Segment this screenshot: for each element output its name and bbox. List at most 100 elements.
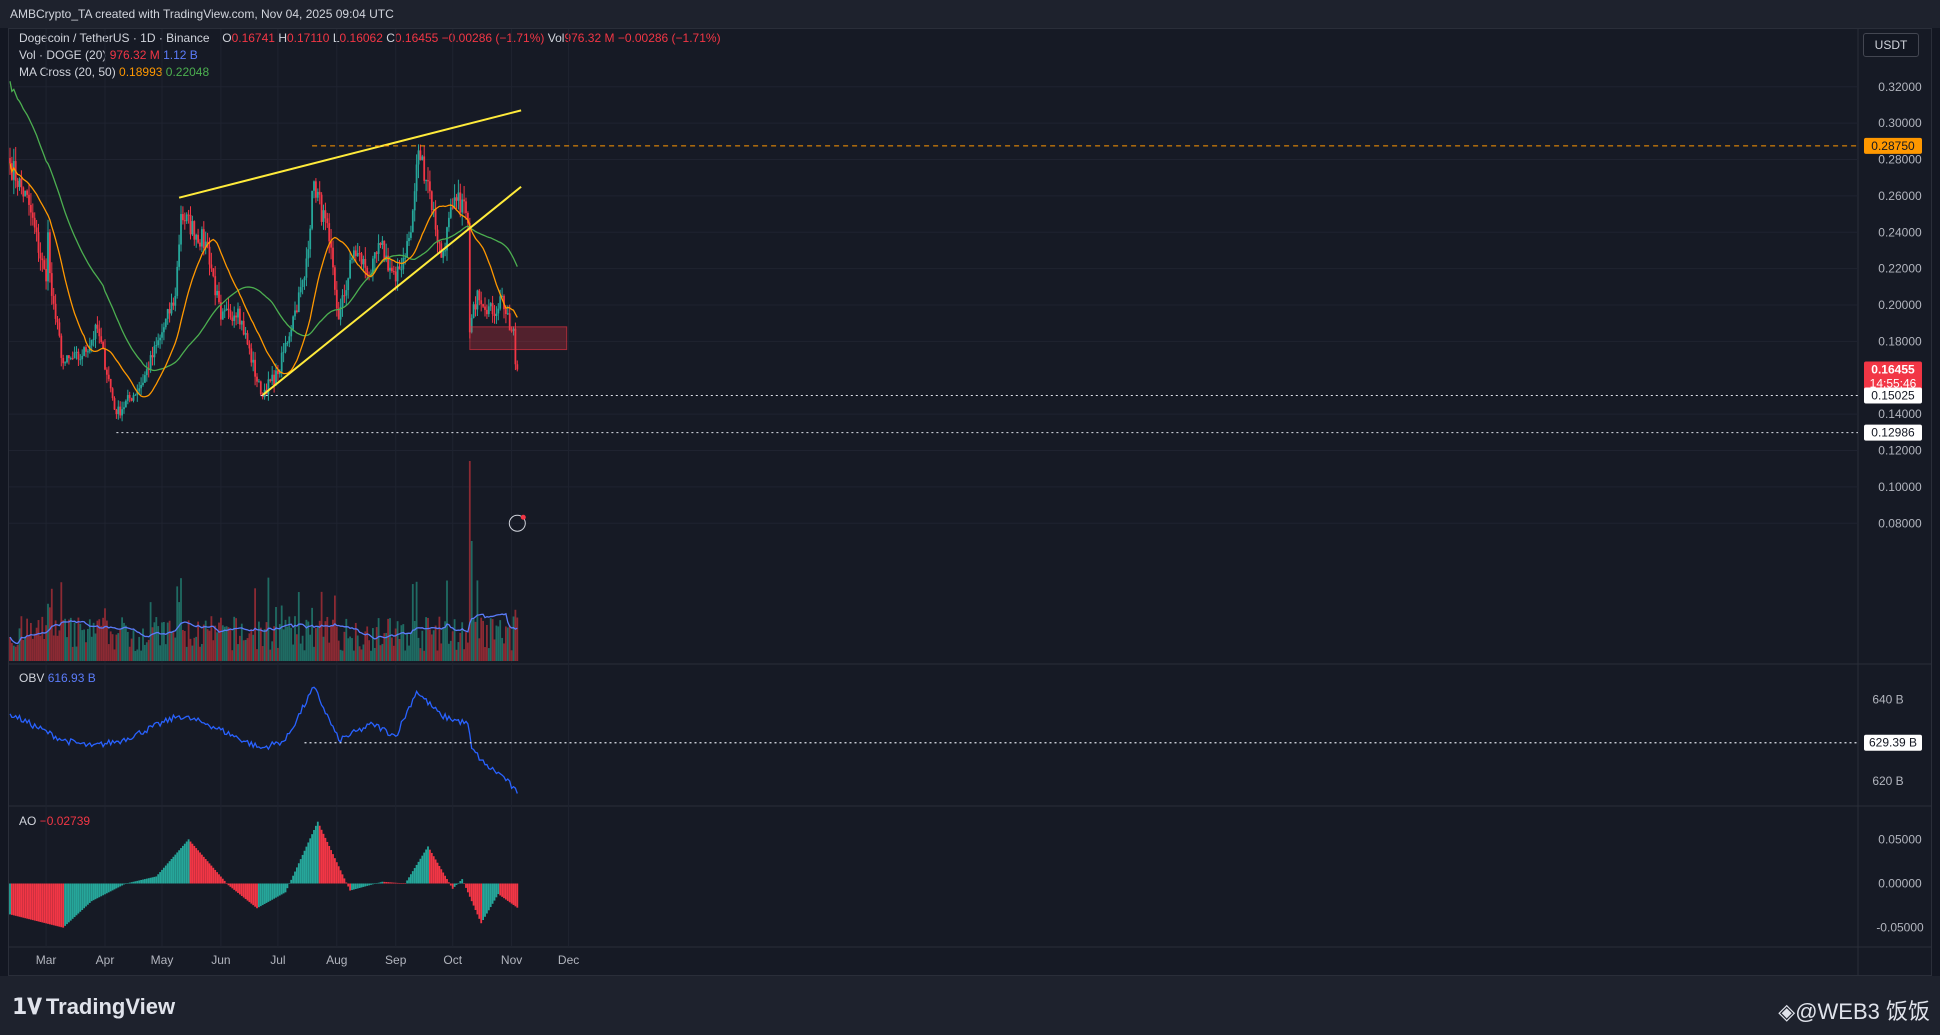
ao-bar [218,874,220,884]
ao-bar [107,883,110,893]
volume-bar [79,623,82,661]
volume-bar [278,624,281,661]
tradingview-brand: TradingView [45,994,176,1019]
volume-bar [478,638,481,661]
candle-body [396,266,399,282]
candle-body [292,316,294,330]
volume-indicator-name: Vol · DOGE (20) [19,48,107,62]
candle-body [343,295,346,297]
volume-legend[interactable]: Vol · DOGE (20) 976.32 M 1.12 B [19,48,198,62]
currency-button[interactable]: USDT [1863,33,1919,57]
volume-bar [163,621,165,661]
ao-bar [126,883,129,884]
volume-bar [66,637,68,661]
volume-bar [182,629,184,661]
ma-legend[interactable]: MA Cross (20, 50) 0.18993 0.22048 [19,65,209,79]
ao-bar [201,854,203,884]
ao-bar [341,874,344,884]
candle-body [195,234,198,240]
candle-body [31,212,34,218]
volume-bar [49,607,51,661]
ao-bar [14,883,17,916]
volume-bar [364,631,367,661]
ao-bar [271,883,274,900]
volume-bar [83,629,85,661]
volume-bar [516,617,519,661]
ao-bar [111,883,114,891]
volume-bar [104,608,106,661]
price-tick-label: 0.24000 [1878,225,1922,239]
replay-icon [508,514,526,532]
volume-bar [508,625,511,661]
price-chart[interactable]: 0.32000 0.30000 0.28000 0.26000 0.24000 0.220… [0,0,1940,976]
volume-bar [463,649,465,661]
candle-body [229,310,232,318]
volume-bar [514,609,517,661]
ao-bar [282,883,285,894]
volume-bar [286,626,289,661]
ao-bar [440,869,443,884]
volume-bar [22,639,25,661]
volume-bar [183,631,186,661]
volume-bar [408,645,410,661]
volume-bar [128,646,131,661]
vol-label: Vol [547,31,565,45]
volume-bar [387,618,389,661]
obv-legend[interactable]: OBV 616.93 B [19,671,96,685]
ao-bar [391,882,393,884]
candle-body [75,351,78,353]
candle-body [166,309,169,319]
candle-body [368,274,370,276]
price-marker-last-label: 0.16455 [1871,362,1915,376]
volume-bar [261,646,264,661]
price-tick-label: 0.12000 [1878,444,1922,458]
ao-bar [252,883,255,906]
volume-bar [58,630,61,661]
tradingview-logo[interactable]: 𝟭𝐕 TradingView [12,994,175,1020]
volume-bar [449,640,452,661]
candle-body [425,180,427,182]
ao-bar [220,876,222,884]
candle-body [282,351,285,353]
volume-bar [423,650,426,661]
ao-bar [512,883,515,905]
volume-bar [26,618,28,661]
volume-bar [37,620,40,661]
ao-bar [404,883,407,884]
footer-bar: 𝟭𝐕 TradingView ◈@WEB3 饭饭 [0,976,1940,1035]
ao-bar [12,883,15,916]
ao-bar [109,883,112,892]
candle-body [35,227,38,233]
candle-body [191,221,194,235]
volume-bar [440,643,443,661]
ao-legend[interactable]: AO −0.02739 [19,814,90,828]
ao-bar [372,883,374,885]
candle-body [341,295,344,307]
volume-bar [240,623,243,661]
ao-bar [263,883,266,904]
ao-bar [9,883,11,915]
volume-bar [501,637,503,661]
price-axis: 0.32000 0.30000 0.28000 0.26000 0.24000 0.220… [1864,80,1922,530]
volume-bar [39,635,42,661]
ao-bar [474,883,477,910]
candle-body [214,276,217,296]
ao-bar [299,859,302,884]
volume-bar [328,642,331,661]
volume-bar [402,624,405,661]
ao-bar [449,883,452,886]
high-label: H [278,31,287,45]
candle-body [16,180,19,187]
volume-bar [225,626,228,661]
candle-body [417,150,420,165]
ao-bar [125,883,127,884]
candle-body [366,267,369,275]
volume-bar [334,595,336,661]
volume-bar [301,635,304,661]
volume-bar [187,620,190,661]
ao-bar [45,883,47,924]
ao-bar [79,883,82,912]
volume-bar [191,645,194,661]
volume-bar [311,607,313,661]
ao-bar [256,883,258,909]
